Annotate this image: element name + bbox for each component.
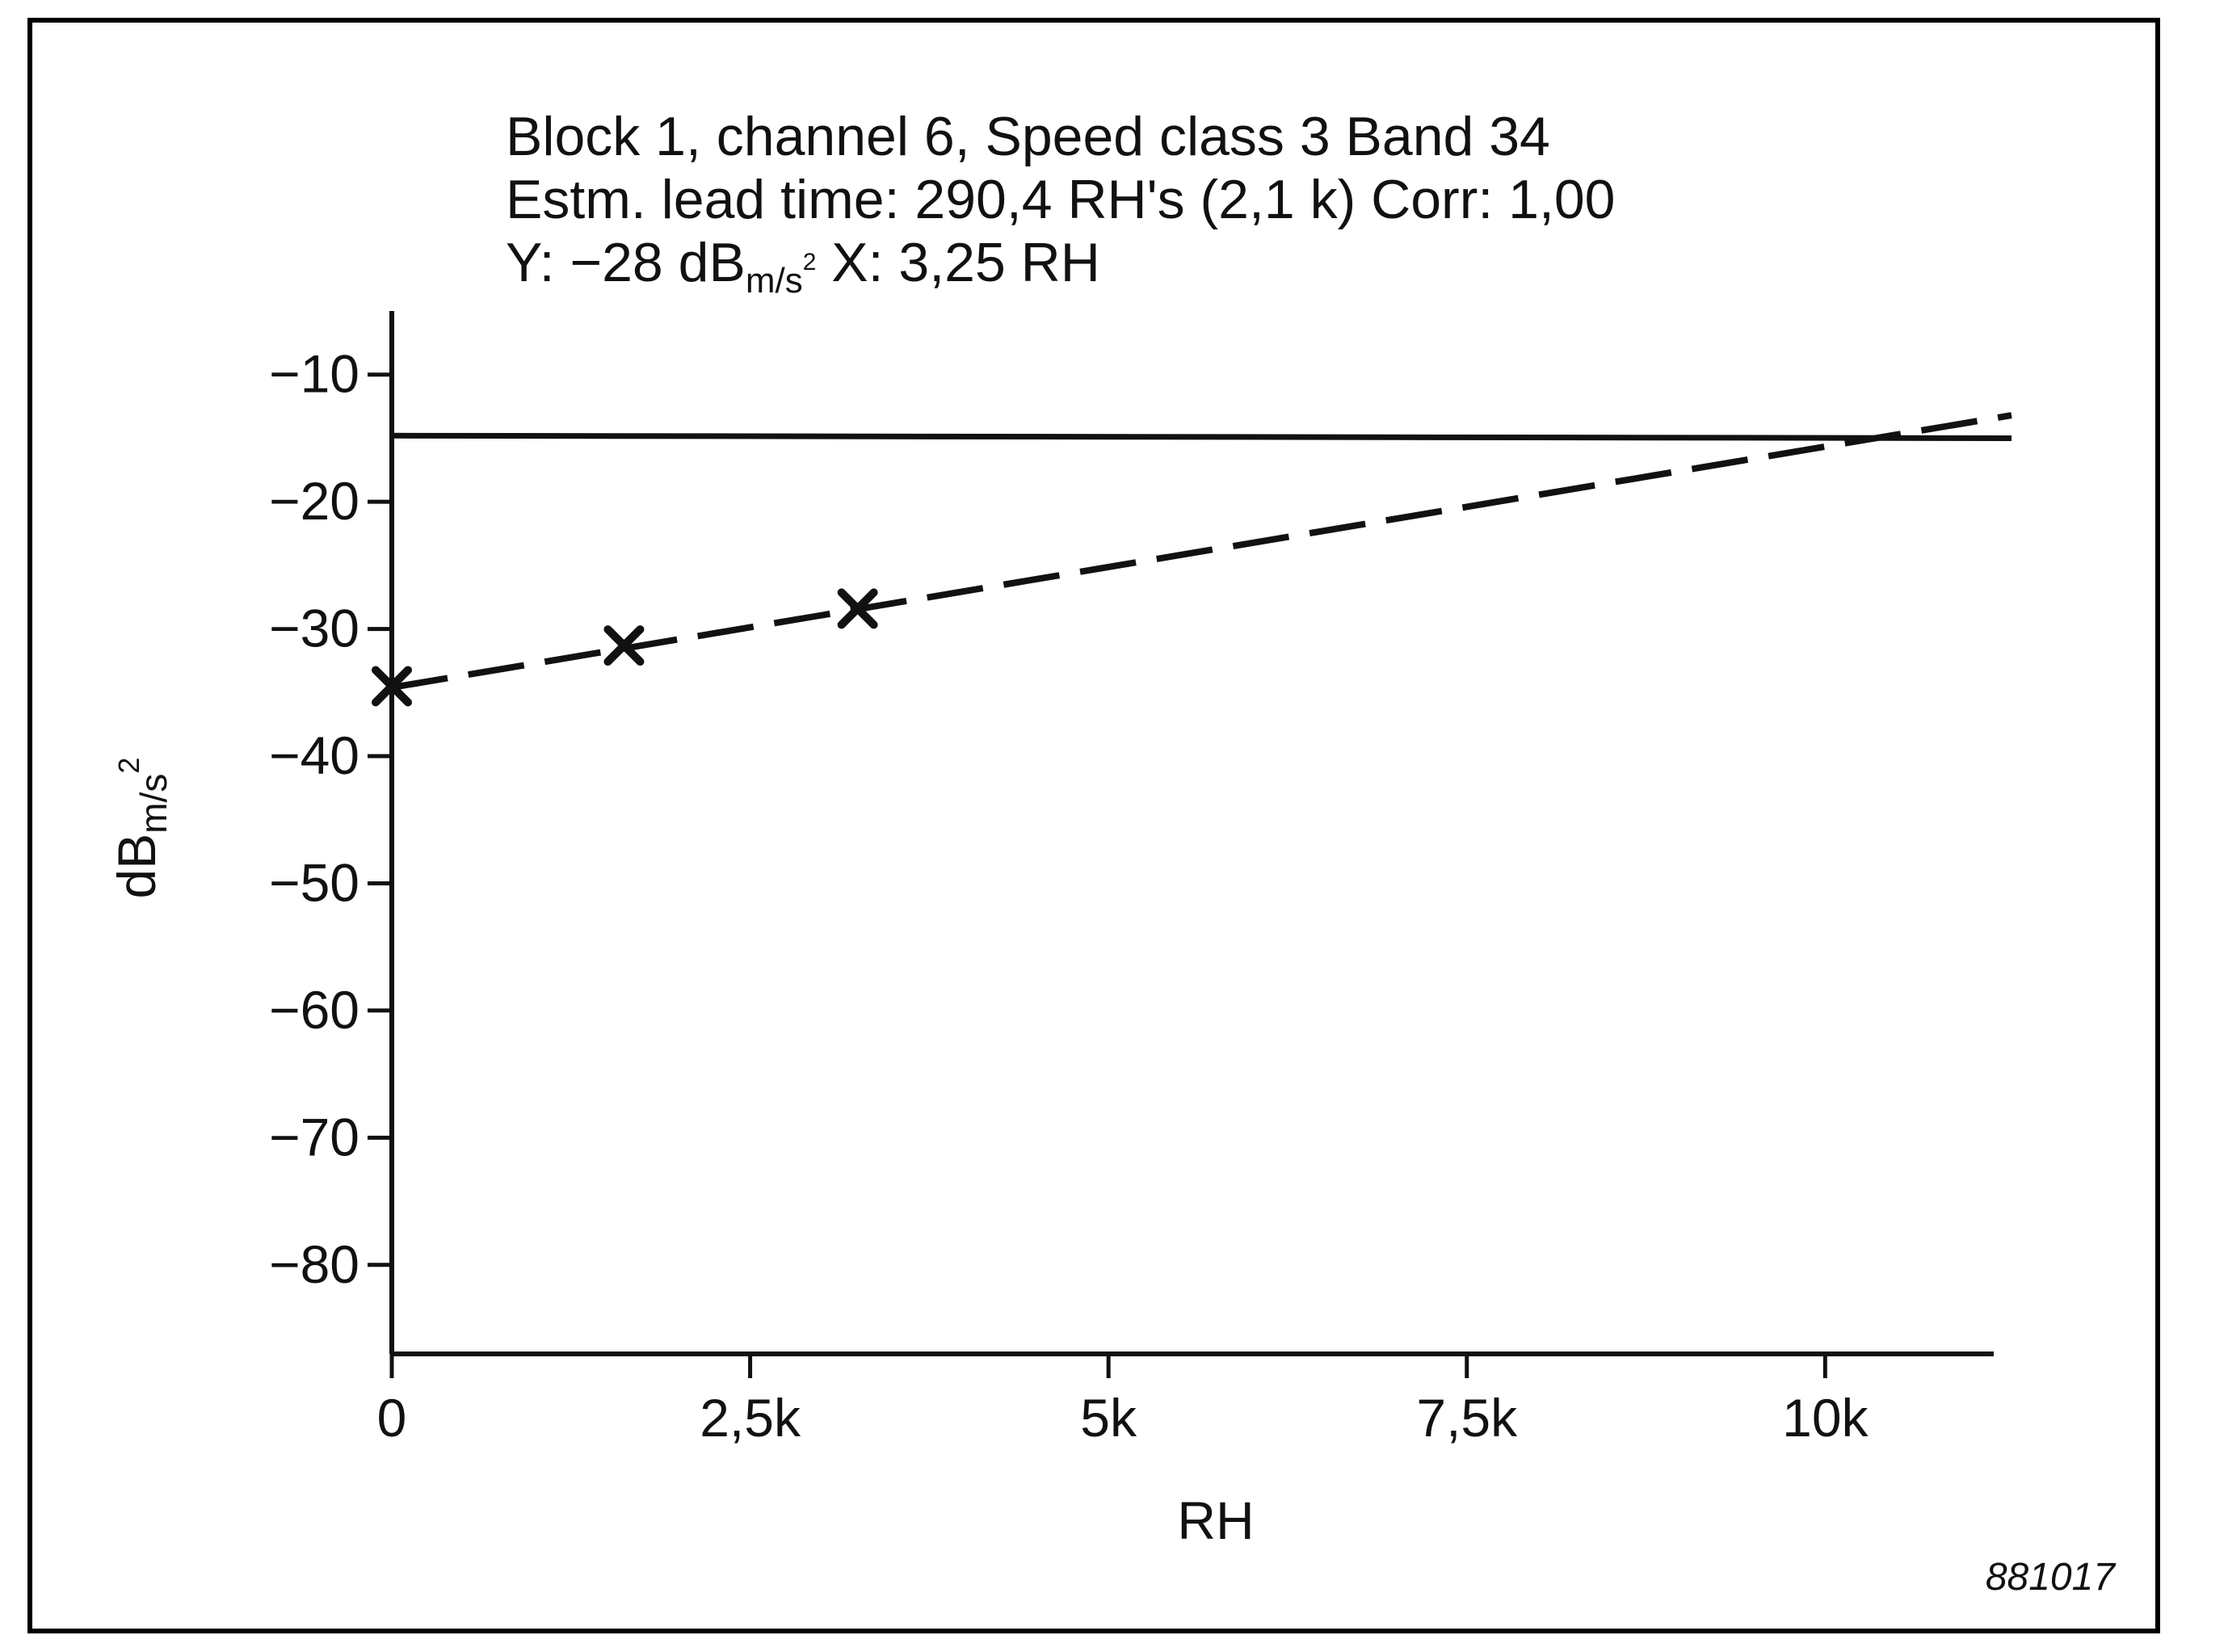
title-line-1: Block 1, channel 6, Speed class 3 Band 3… (506, 106, 1550, 167)
figure-id: 881017 (1986, 1556, 2117, 1599)
ticks: −10 −20 −30 −40 −50 −60 −70 −80 0 2,5k 5k 7,5k 10k (269, 344, 1869, 1448)
y-tick-label-6: −70 (269, 1107, 359, 1166)
cursor-readout: Y: −28 dBm/s2 X: 3,25 RH (506, 232, 1100, 301)
x-axis-title: RH (1177, 1490, 1254, 1550)
x-tick-label-3: 7,5k (1416, 1388, 1518, 1448)
y-axis-title-sup: 2 (112, 758, 145, 774)
x-tick-label-1: 2,5k (700, 1388, 801, 1448)
chart-title: Block 1, channel 6, Speed class 3 Band 3… (506, 106, 1615, 301)
svg-text:dBm/s2: dBm/s2 (107, 758, 174, 899)
y-tick-label-0: −10 (269, 344, 359, 404)
y-tick-label-1: −20 (269, 471, 359, 531)
cursor-readout-x: X: 3,25 RH (816, 232, 1100, 293)
axes (392, 311, 1994, 1354)
y-tick-label-5: −60 (269, 980, 359, 1040)
threshold-line (392, 435, 2012, 438)
y-axis-title: dBm/s2 (107, 758, 174, 899)
cursor-readout-y: Y: −28 dB (506, 232, 746, 293)
y-tick-label-4: −50 (269, 852, 359, 912)
cursor-readout-y-unit: m/s (746, 261, 803, 301)
series (376, 415, 2012, 702)
title-line-2: Estm. lead time: 290,4 RH's (2,1 k) Corr… (506, 169, 1615, 230)
trend-line-dashed (392, 415, 2012, 687)
cursor-readout-y-unit-exp: 2 (803, 249, 817, 275)
x-tick-label-0: 0 (377, 1388, 407, 1448)
y-tick-label-3: −40 (269, 725, 359, 785)
y-axis-title-base: dB (107, 834, 166, 899)
y-tick-label-2: −30 (269, 599, 359, 658)
x-tick-label-2: 5k (1080, 1388, 1137, 1448)
y-axis-title-sub: m/s (132, 774, 174, 834)
x-tick-label-4: 10k (1782, 1388, 1869, 1448)
y-tick-label-7: −80 (269, 1234, 359, 1294)
